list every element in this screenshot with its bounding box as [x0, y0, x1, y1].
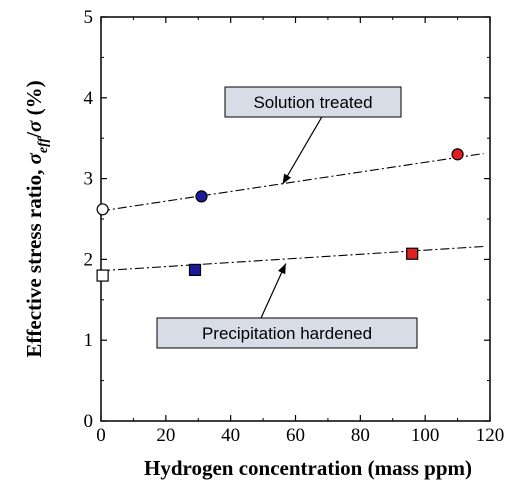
y-tick-label: 4 [84, 88, 94, 109]
plot-frame [100, 16, 491, 422]
data-point-series-0-2 [451, 148, 464, 161]
y-axis-ticks: 0 1 2 3 4 5 [84, 7, 490, 432]
x-tick-label: 80 [351, 425, 370, 446]
annotation-arrow-head [277, 263, 286, 275]
x-axis-ticks: 0 20 40 60 80 100 120 [96, 17, 504, 446]
annotation-box [224, 86, 402, 118]
x-tick-label: 40 [221, 425, 240, 446]
data-point-series-0-0 [96, 203, 109, 216]
data-point-series-1-0 [96, 269, 109, 282]
x-tick-label: 100 [411, 425, 440, 446]
data-points [96, 148, 464, 282]
annotation-label: Solution treated [253, 93, 372, 112]
y-tick-label: 2 [84, 249, 94, 270]
annotations: Solution treated Precipitation hardened [156, 86, 418, 349]
y-tick-label: 5 [84, 7, 94, 28]
data-point-series-0-1 [195, 190, 208, 203]
y-axis-title: Effective stress ratio, σeff/σ (%) [22, 80, 51, 357]
annotation-arrow-head [282, 173, 292, 185]
trend-line-series-0 [100, 153, 484, 212]
x-tick-label: 120 [476, 425, 505, 446]
x-axis-title: Hydrogen concentration (mass ppm) [144, 456, 472, 480]
annotation-label: Precipitation hardened [202, 324, 372, 343]
annotation-1: Precipitation hardened [156, 263, 418, 349]
data-point-series-1-2 [406, 247, 419, 260]
annotation-0: Solution treated [224, 86, 402, 185]
x-tick-label: 20 [156, 425, 175, 446]
y-tick-label: 3 [84, 169, 94, 190]
x-tick-label: 60 [286, 425, 305, 446]
x-tick-label: 0 [96, 425, 106, 446]
trend-line-series-1 [100, 245, 484, 272]
data-point-series-1-1 [188, 263, 202, 277]
y-tick-label: 0 [84, 411, 94, 432]
trend-lines [100, 153, 484, 272]
annotation-arrow-shaft [282, 116, 323, 185]
annotation-box [156, 317, 418, 349]
y-tick-label: 1 [84, 330, 94, 351]
